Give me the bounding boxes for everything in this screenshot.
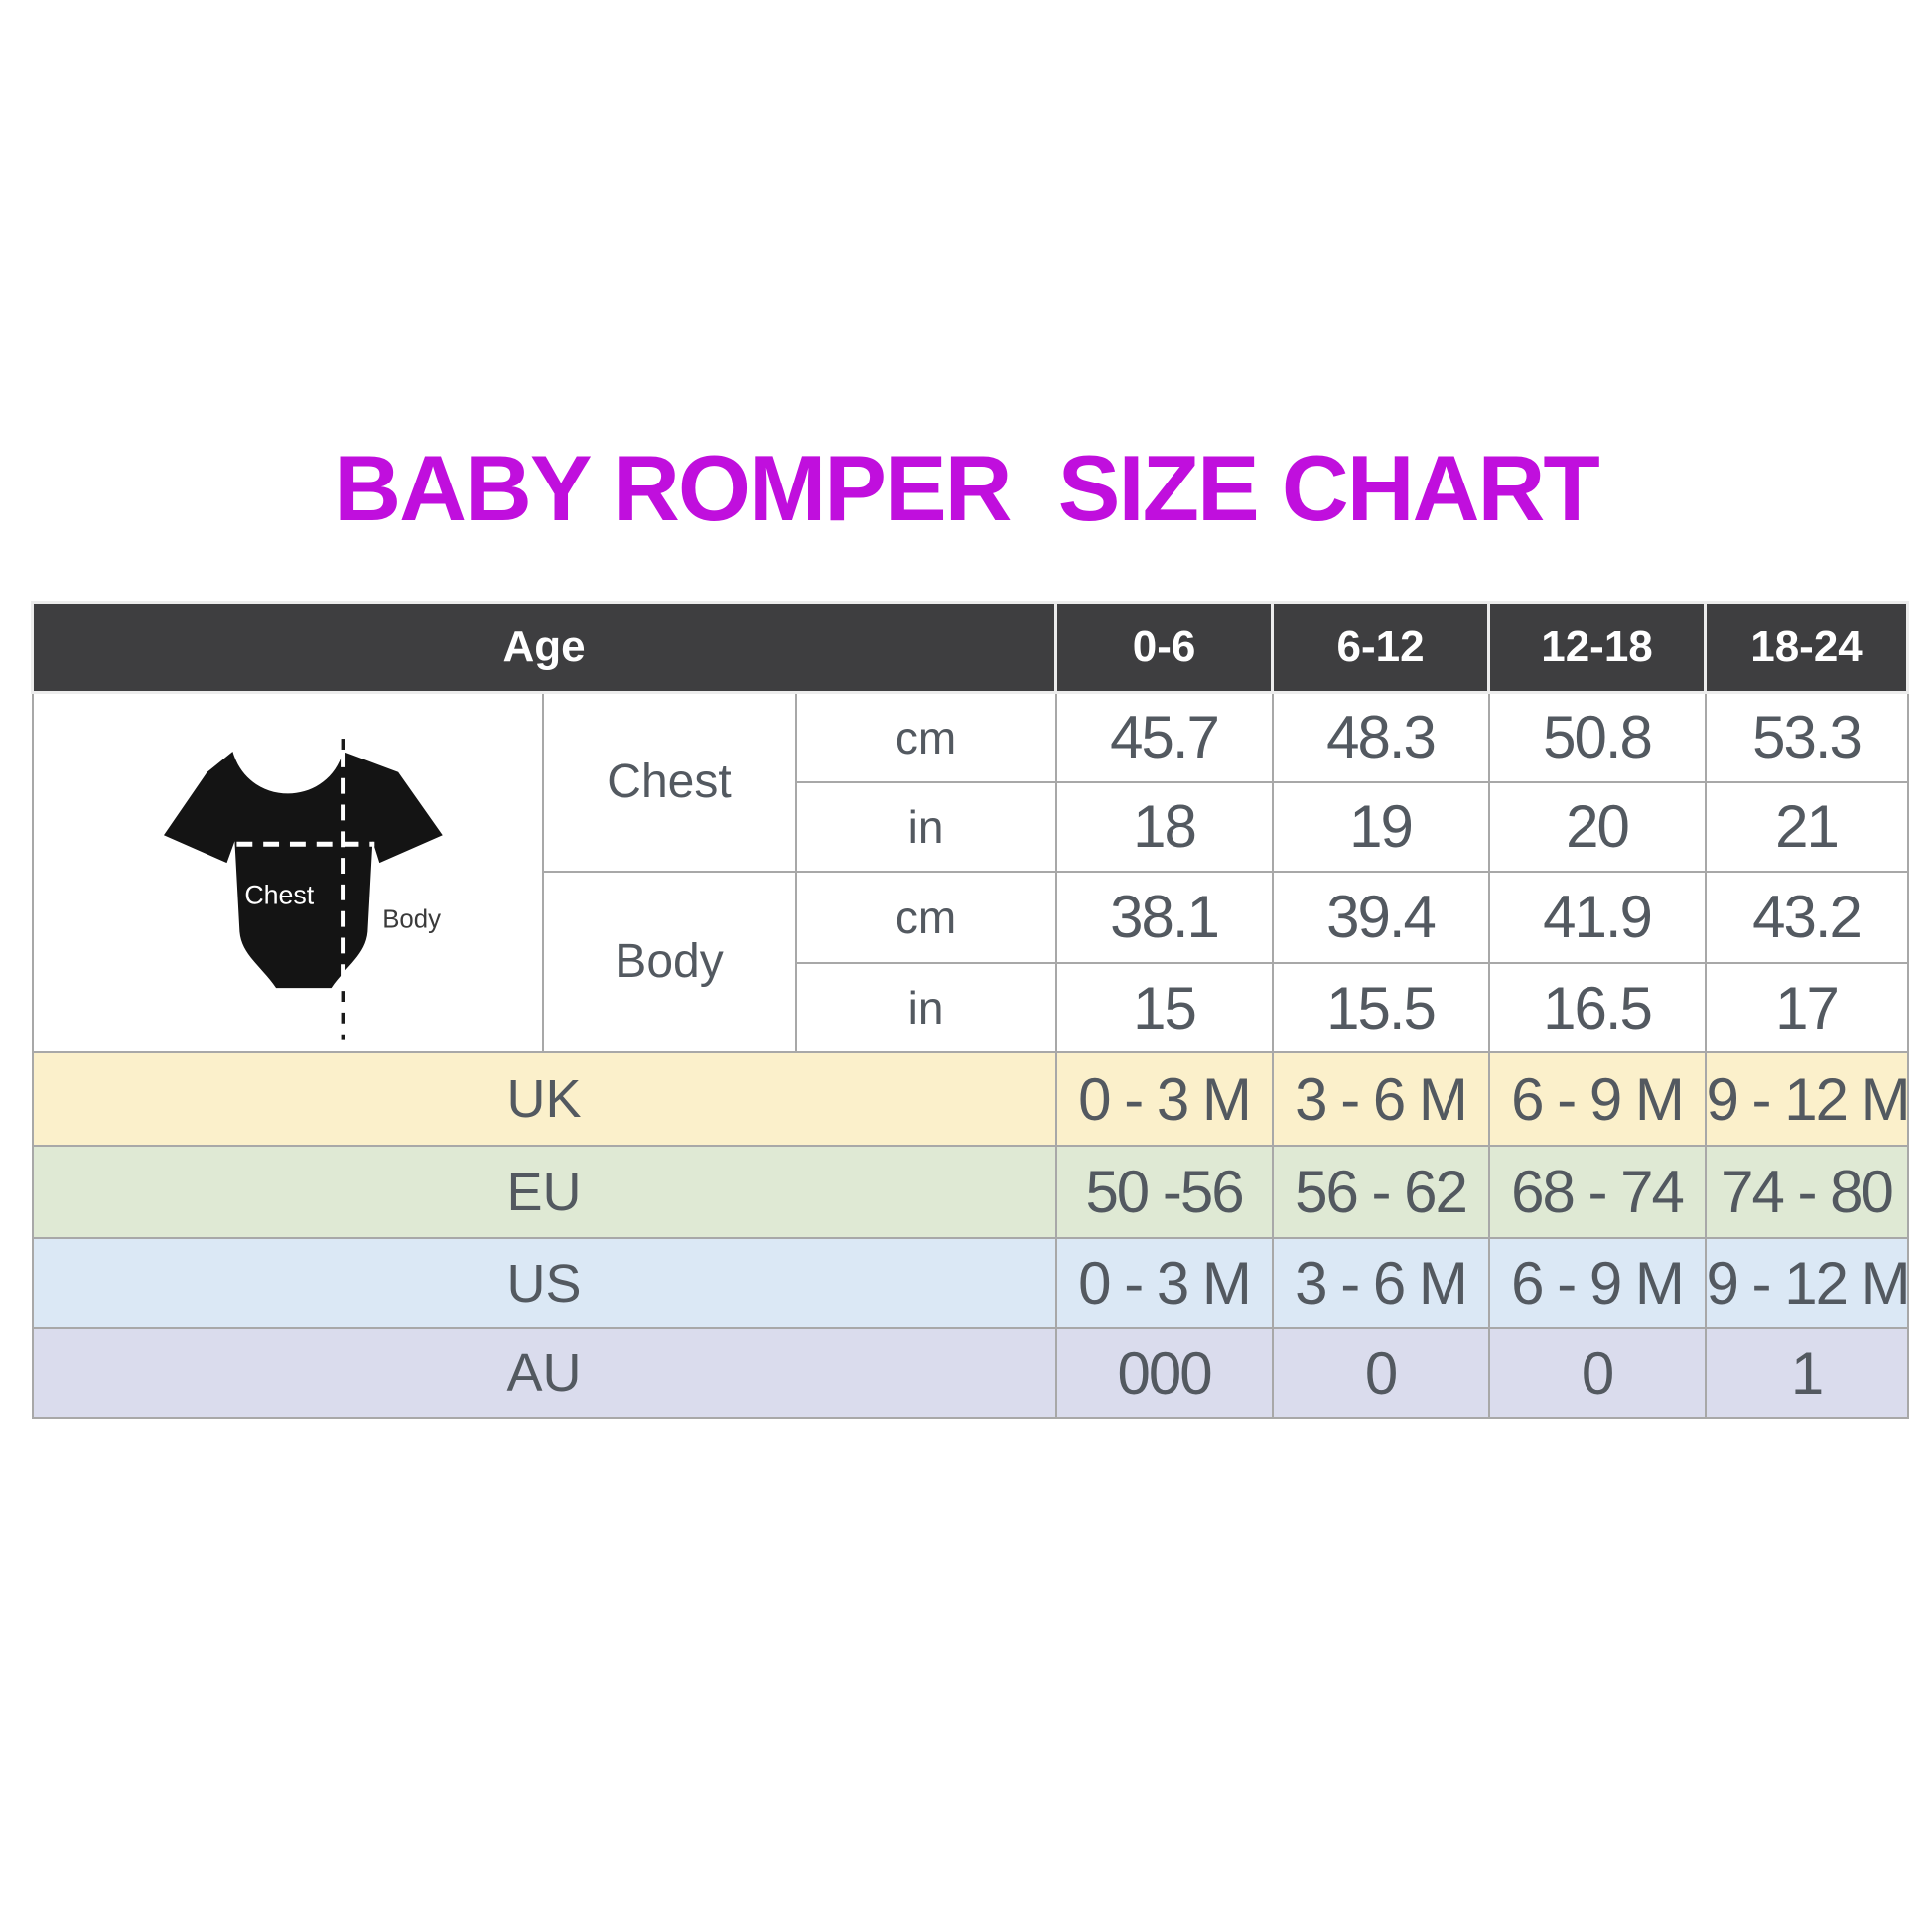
body-cm-value-3: 43.2 xyxy=(1704,870,1909,964)
au-value-1: 0 xyxy=(1271,1327,1490,1419)
size-chart-table: Age 0-6 6-12 12-18 18-24 Chest Body Ches… xyxy=(30,601,1911,1419)
eu-value-0: 50 -56 xyxy=(1054,1145,1274,1239)
eu-value-1: 56 - 62 xyxy=(1271,1145,1490,1239)
region-label-uk: UK xyxy=(31,1051,1057,1147)
us-value-3: 9 - 12 M xyxy=(1704,1237,1911,1329)
page-title: BABY ROMPER SIZE CHART xyxy=(334,436,1600,540)
romper-diagram-cell: Chest Body xyxy=(31,691,544,1053)
chest-in-value-3: 21 xyxy=(1704,780,1909,873)
uk-value-3: 9 - 12 M xyxy=(1704,1051,1911,1147)
eu-value-3: 74 - 80 xyxy=(1704,1145,1909,1239)
region-row-us: US 0 - 3 M 3 - 6 M 6 - 9 M 9 - 12 M xyxy=(31,1237,1911,1329)
chest-row-label: Chest xyxy=(541,691,797,873)
au-value-0: 000 xyxy=(1054,1327,1274,1419)
region-row-uk: UK 0 - 3 M 3 - 6 M 6 - 9 M 9 - 12 M xyxy=(31,1051,1911,1147)
uk-value-1: 3 - 6 M xyxy=(1271,1051,1490,1147)
chest-diagram-label: Chest xyxy=(244,881,314,910)
region-label-eu: EU xyxy=(31,1145,1057,1239)
body-cm-value-1: 39.4 xyxy=(1271,870,1490,964)
au-value-3: 1 xyxy=(1704,1327,1909,1419)
chest-cm-value-1: 48.3 xyxy=(1271,691,1490,783)
chest-in-value-0: 18 xyxy=(1054,780,1274,873)
chest-in-value-1: 19 xyxy=(1271,780,1490,873)
age-col-6-12: 6-12 xyxy=(1271,601,1491,694)
body-in-unit: in xyxy=(794,962,1057,1053)
us-value-1: 3 - 6 M xyxy=(1271,1237,1490,1329)
chest-in-value-2: 20 xyxy=(1487,780,1707,873)
region-label-au: AU xyxy=(31,1327,1057,1419)
region-row-au: AU 000 0 0 1 xyxy=(31,1327,1909,1419)
uk-value-2: 6 - 9 M xyxy=(1487,1051,1707,1147)
region-row-eu: EU 50 -56 56 - 62 68 - 74 74 - 80 xyxy=(31,1145,1909,1239)
romper-silhouette xyxy=(163,751,443,989)
chest-cm-row: Chest Body Chest cm 45.7 48.3 50.8 53.3 xyxy=(31,691,1909,1053)
age-col-0-6: 0-6 xyxy=(1054,601,1275,694)
us-value-0: 0 - 3 M xyxy=(1054,1237,1274,1329)
body-cm-unit: cm xyxy=(794,870,1057,964)
body-cm-row: Body cm 38.1 39.4 41.9 43.2 xyxy=(33,870,1909,1053)
region-label-us: US xyxy=(31,1237,1057,1329)
body-in-value-1: 15.5 xyxy=(1271,962,1490,1053)
header-row: Age 0-6 6-12 12-18 18-24 xyxy=(30,601,1910,694)
body-diagram-label: Body xyxy=(382,906,441,934)
body-row-label: Body xyxy=(541,870,797,1053)
au-value-2: 0 xyxy=(1487,1327,1707,1419)
baby-romper-icon: Chest Body xyxy=(163,739,443,1040)
body-cm-value-2: 41.9 xyxy=(1487,870,1707,964)
chest-cm-value-3: 53.3 xyxy=(1704,691,1909,783)
age-header-cell: Age xyxy=(30,601,1058,694)
body-in-value-3: 17 xyxy=(1704,962,1909,1053)
body-in-value-0: 15 xyxy=(1054,962,1274,1053)
chest-cm-unit: cm xyxy=(794,691,1057,783)
chest-cm-value-2: 50.8 xyxy=(1487,691,1707,783)
age-col-12-18: 12-18 xyxy=(1487,601,1708,694)
body-in-value-2: 16.5 xyxy=(1487,962,1707,1053)
chest-in-row: in 18 19 20 21 xyxy=(33,780,1909,873)
body-in-row: in 15 15.5 16.5 17 xyxy=(33,962,1909,1053)
uk-value-0: 0 - 3 M xyxy=(1054,1051,1274,1147)
chest-cm-value-0: 45.7 xyxy=(1054,691,1274,783)
age-col-18-24: 18-24 xyxy=(1704,601,1910,694)
us-value-2: 6 - 9 M xyxy=(1487,1237,1707,1329)
body-cm-value-0: 38.1 xyxy=(1054,870,1274,964)
chest-in-unit: in xyxy=(794,780,1057,873)
eu-value-2: 68 - 74 xyxy=(1487,1145,1707,1239)
